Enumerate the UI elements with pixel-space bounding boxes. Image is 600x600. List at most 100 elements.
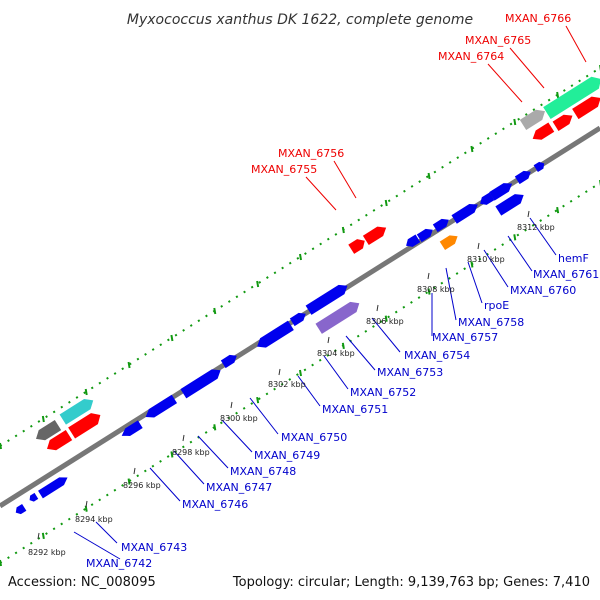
gene-arrow [29,492,39,502]
gc-tick [127,478,131,485]
gc-tick [384,199,388,207]
gene-arrow [552,114,573,131]
gene-arrow [572,96,600,120]
tick-label: 8304 kbp [317,349,355,358]
gene-arrow [121,420,143,436]
top-gene-labels: MXAN_6755 MXAN_6756 MXAN_6764 MXAN_6765 … [251,12,571,176]
gene-arrow [15,503,27,515]
feature-track [15,76,600,515]
gc-tick [556,206,560,214]
leader-line [249,397,279,435]
gc-tick [127,361,131,369]
tick-label: 8302 kbp [268,380,306,389]
leader-line [345,335,376,371]
gc-tick [513,118,517,126]
gc-tick [556,91,560,99]
gc-tick [0,559,2,567]
leader-line [445,267,457,321]
gene-label-hemf[interactable]: hemF [558,252,589,265]
gene-arrow [305,284,348,315]
gene-arrow [495,194,524,216]
gene-label-mxan-6758[interactable]: MXAN_6758 [458,316,524,329]
topology-summary: Topology: circular; Length: 9,139,763 bp… [232,575,590,590]
scale-tick [230,401,233,409]
gc-tick [41,532,45,540]
leader-line [305,176,337,211]
scale-tick [376,304,379,312]
gc-tick [470,261,474,268]
scale-ticks [37,210,530,540]
gene-label-mxan-6766[interactable]: MXAN_6766 [505,12,571,25]
gene-label-mxan-6748[interactable]: MXAN_6748 [230,465,296,478]
scale-tick [37,532,40,540]
gene-label-mxan-6742[interactable]: MXAN_6742 [86,557,152,570]
leader-line [323,355,349,390]
gc-tick [299,253,302,261]
gene-label-mxan-6747[interactable]: MXAN_6747 [206,481,272,494]
gene-arrow [533,161,545,173]
gene-label-mxan-6757[interactable]: MXAN_6757 [432,331,498,344]
gene-label-mxan-6764[interactable]: MXAN_6764 [438,50,504,63]
gc-tick [470,145,474,153]
gene-arrow [362,226,387,246]
leader-line [221,419,253,453]
tick-label: 8298 kbp [172,448,210,457]
gene-label-mxan-6746[interactable]: MXAN_6746 [182,498,248,511]
leader-line [529,217,557,256]
gene-arrow [180,369,221,399]
gc-tick [299,369,302,377]
gene-label-mxan-6760[interactable]: MXAN_6760 [510,284,576,297]
gene-label-mxan-6752[interactable]: MXAN_6752 [350,386,416,399]
gene-label-mxan-6750[interactable]: MXAN_6750 [281,431,347,444]
gc-tick [170,334,174,342]
gene-arrow [38,477,68,499]
leader-line [371,317,401,353]
gc-tick [0,442,2,450]
gc-tick [256,280,260,288]
leader-line [333,160,357,199]
gene-arrow [480,192,495,205]
gene-label-rpoe[interactable]: rpoE [484,299,509,312]
gc-tick [213,307,217,315]
tick-label: 8292 kbp [28,548,66,557]
leader-line [95,521,118,544]
gc-tick [384,315,388,322]
label-leaders [73,25,587,560]
scale-tick [327,336,330,344]
tick-label: 8300 kbp [220,414,258,423]
scale-tick [477,242,480,250]
gc-tick [341,226,345,234]
gene-label-mxan-6753[interactable]: MXAN_6753 [377,366,443,379]
gene-arrow [145,394,178,418]
leader-line [173,450,205,485]
gene-arrow [315,301,360,334]
gene-label-mxan-6751[interactable]: MXAN_6751 [322,403,388,416]
gene-label-mxan-6756[interactable]: MXAN_6756 [278,147,344,160]
leader-line [467,261,483,304]
gc-tick [256,396,260,404]
gc-tick [427,288,431,295]
gene-label-mxan-6761[interactable]: MXAN_6761 [533,268,599,281]
gene-label-mxan-6743[interactable]: MXAN_6743 [121,541,187,554]
gene-arrow [220,354,237,369]
gene-label-mxan-6765[interactable]: MXAN_6765 [465,34,531,47]
tick-label: 8294 kbp [75,515,113,524]
tick-label: 8312 kbp [517,223,555,232]
gene-label-mxan-6755[interactable]: MXAN_6755 [251,163,317,176]
leader-line [297,375,321,407]
gene-label-mxan-6749[interactable]: MXAN_6749 [254,449,320,462]
scale-tick [527,210,530,218]
tick-label: 8308 kbp [417,285,455,294]
bottom-gene-labels: MXAN_6742 MXAN_6743 MXAN_6746 MXAN_6747 … [86,252,599,570]
gene-arrow [36,419,62,441]
scale-tick [133,467,136,475]
gene-arrow [348,239,365,254]
gene-label-mxan-6754[interactable]: MXAN_6754 [404,349,470,362]
tick-label: 8310 kbp [467,255,505,264]
leader-line [487,63,523,103]
gc-tick [84,388,88,396]
gene-arrow [451,204,478,224]
leader-line [565,25,587,63]
gene-arrow [519,109,545,131]
